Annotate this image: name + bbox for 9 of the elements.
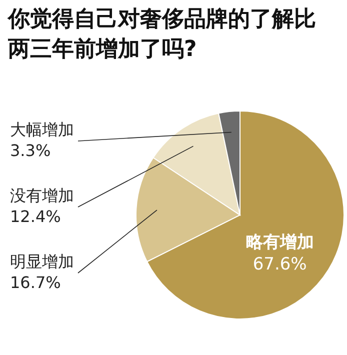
chart-title: 你觉得自己对奢侈品牌的了解比两三年前增加了吗?: [7, 7, 316, 62]
data-label: 67.6%: [252, 254, 307, 275]
slice-label: 明显增加: [10, 252, 74, 271]
slice-label: 略有增加: [246, 232, 314, 253]
data-label: 16.7%: [10, 273, 61, 292]
data-label: 12.4%: [10, 207, 61, 226]
data-label: 3.3%: [10, 141, 51, 160]
slice-label: 没有增加: [10, 186, 74, 205]
slice-label: 大幅增加: [10, 120, 74, 139]
